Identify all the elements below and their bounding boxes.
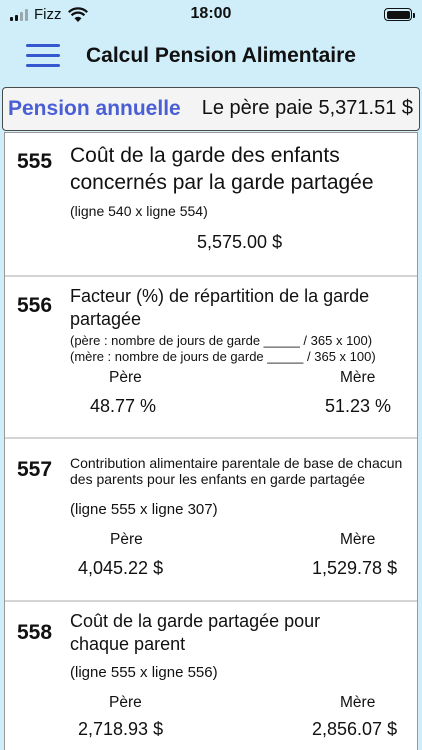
row-555: 555 Coût de la garde des enfants concern… — [5, 133, 417, 277]
line-title: Coût de la garde partagée pour chaque pa… — [70, 611, 321, 654]
battery-icon — [384, 8, 415, 21]
father-value: 4,045.22 $ — [78, 558, 164, 578]
menu-icon[interactable] — [26, 44, 60, 70]
row-558: 558 Coût de la garde partagée pour chaqu… — [5, 602, 417, 750]
father-label: Père — [109, 694, 142, 711]
calculation-list[interactable]: 555 Coût de la garde des enfants concern… — [4, 132, 418, 750]
line-value: 5,575.00 $ — [197, 232, 283, 252]
line-formula: (ligne 555 x ligne 307) — [70, 501, 218, 518]
clock: 18:00 — [190, 5, 232, 22]
line-title: Coût de la garde des enfants concernés p… — [70, 144, 374, 194]
status-bar: Fizz 18:00 — [0, 0, 422, 30]
mother-value: 2,856.07 $ — [312, 719, 398, 739]
annual-pension-summary: Pension annuelle Le père paie 5,371.51 $ — [2, 87, 420, 131]
mother-formula: (mère : nombre de jours de garde _____ /… — [70, 349, 376, 364]
line-formula: (ligne 555 x ligne 556) — [70, 664, 218, 681]
summary-value: Le père paie 5,371.51 $ — [201, 97, 413, 119]
mother-label: Mère — [340, 531, 376, 548]
row-556: 556 Facteur (%) de répartition de la gar… — [5, 277, 417, 439]
page-title: Calcul Pension Alimentaire — [86, 44, 356, 67]
father-formula: (père : nombre de jours de garde _____ /… — [70, 333, 373, 348]
mother-label: Mère — [340, 694, 376, 711]
father-value: 2,718.93 $ — [78, 719, 164, 739]
line-number: 558 — [17, 621, 53, 644]
carrier-group: Fizz — [10, 6, 88, 23]
line-number: 555 — [17, 150, 53, 173]
signal-icon — [10, 8, 28, 21]
line-title: Contribution alimentaire parentale de ba… — [70, 455, 403, 487]
app-bar: Calcul Pension Alimentaire — [0, 30, 422, 84]
wifi-icon — [67, 6, 88, 22]
father-value: 48.77 % — [90, 396, 157, 416]
mother-label: Mère — [340, 369, 376, 386]
mother-value: 1,529.78 $ — [312, 558, 398, 578]
row-557: 557 Contribution alimentaire parentale d… — [5, 439, 417, 602]
summary-label: Pension annuelle — [8, 97, 181, 120]
carrier-label: Fizz — [34, 6, 62, 23]
line-number: 557 — [17, 458, 53, 481]
father-label: Père — [110, 531, 143, 548]
line-number: 556 — [17, 294, 53, 317]
line-title: Facteur (%) de répartition de la garde p… — [70, 286, 370, 329]
line-formula: (ligne 540 x ligne 554) — [70, 203, 208, 219]
father-label: Père — [109, 369, 142, 386]
mother-value: 51.23 % — [325, 396, 392, 416]
